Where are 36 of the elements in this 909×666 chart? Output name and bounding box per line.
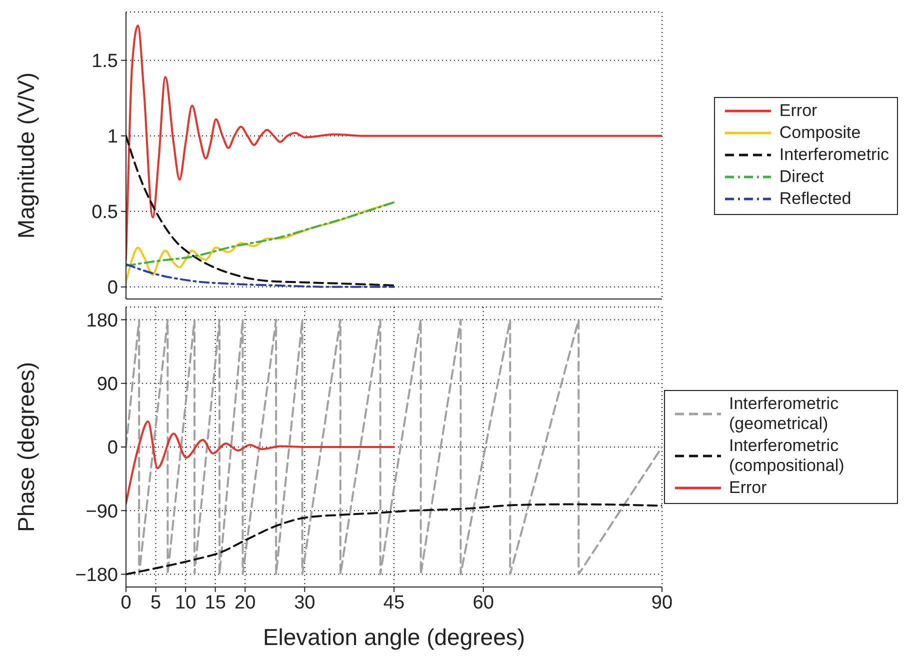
legend-label: Interferometric (compositional): [729, 436, 846, 476]
legend-label: Reflected: [779, 188, 852, 208]
x-tick-label: 20: [234, 592, 256, 614]
x-tick-label: 5: [150, 592, 162, 614]
line-series: [126, 420, 395, 505]
x-tick-label: 15: [204, 592, 226, 614]
y-axis-title: Phase (degrees): [13, 362, 40, 532]
x-tick-label: 10: [174, 592, 196, 614]
legend-label: Composite: [779, 122, 861, 142]
line-series: [126, 201, 395, 284]
y-tick-label: 0: [107, 278, 118, 299]
y-tick-label: 1: [107, 126, 118, 148]
y-tick-label: 90: [96, 374, 118, 396]
x-tick-label: 0: [120, 592, 132, 614]
line-series: [126, 503, 662, 576]
y-axis-title: Magnitude (V/V): [13, 72, 40, 239]
legend-label: Error: [779, 100, 818, 120]
legend-label: Error: [729, 478, 767, 498]
x-tick-label: 90: [651, 592, 673, 614]
line-series: [126, 263, 395, 288]
x-tick-label: 45: [383, 592, 405, 614]
y-tick-label: −180: [75, 565, 118, 586]
y-tick-label: 1.5: [92, 51, 118, 72]
x-tick-label: 60: [472, 592, 494, 614]
y-tick-label: 0: [107, 438, 118, 459]
y-tick-label: 180: [86, 310, 118, 332]
legend-label: Interferometric (geometrical): [729, 394, 840, 434]
y-tick-label: 0.5: [92, 202, 118, 224]
line-series: [126, 201, 395, 267]
line-series: [126, 24, 662, 261]
line-series: [126, 134, 395, 286]
legend-label: Direct: [779, 166, 824, 186]
legend-label: Interferometric: [779, 144, 889, 164]
x-axis-title: Elevation angle (degrees): [262, 624, 526, 650]
y-tick-label: −90: [86, 501, 118, 522]
x-tick-label: 30: [294, 592, 316, 614]
